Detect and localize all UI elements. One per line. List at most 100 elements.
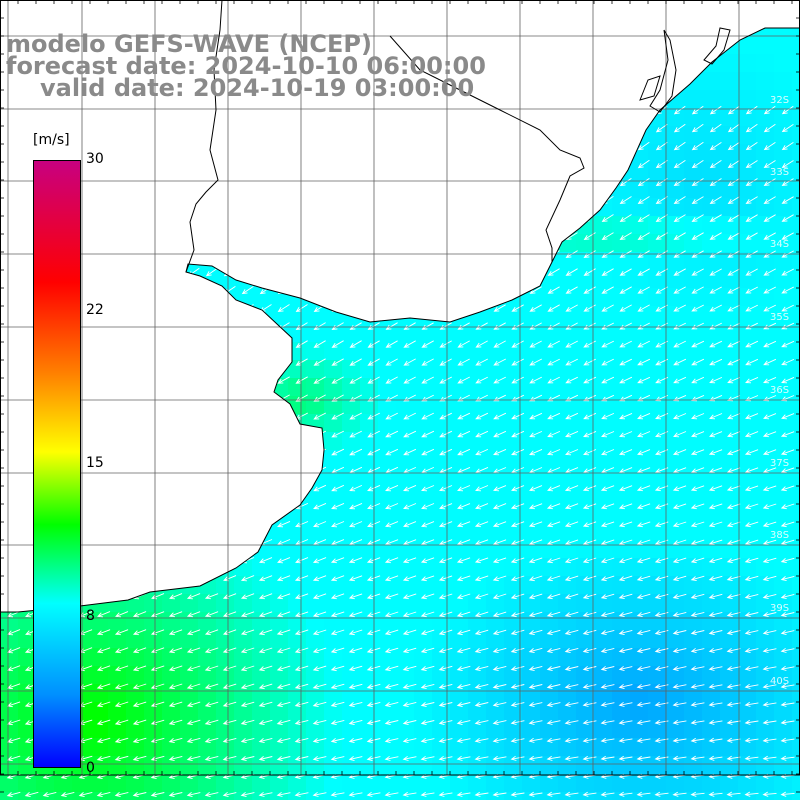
wind-arrow bbox=[7, 484, 20, 492]
wind-arrow bbox=[583, 412, 597, 420]
ocean-cell bbox=[90, 612, 109, 631]
wind-arrow bbox=[492, 593, 507, 600]
ocean-cell bbox=[450, 774, 469, 793]
wind-arrow bbox=[295, 195, 308, 205]
wind-arrow bbox=[348, 611, 363, 618]
ocean-cell bbox=[0, 612, 19, 631]
ocean-cell bbox=[774, 738, 793, 757]
country-border bbox=[389, 35, 585, 262]
ocean-cell bbox=[738, 738, 757, 757]
ocean-cell bbox=[162, 414, 181, 433]
wind-arrow bbox=[277, 430, 291, 438]
ocean-cell bbox=[378, 738, 397, 757]
ocean-cell bbox=[774, 342, 793, 361]
ocean-cell bbox=[630, 72, 649, 91]
wind-arrow bbox=[294, 737, 309, 744]
ocean-cell bbox=[702, 594, 721, 613]
wind-arrow bbox=[672, 575, 687, 582]
wind-arrow bbox=[690, 683, 705, 689]
ocean-cell bbox=[252, 648, 271, 667]
wind-arrow bbox=[349, 268, 362, 277]
ocean-cell bbox=[306, 504, 325, 523]
ocean-cell bbox=[414, 216, 433, 235]
wind-arrow bbox=[169, 267, 182, 277]
ocean-cell bbox=[396, 720, 415, 739]
ocean-cell bbox=[270, 774, 289, 793]
wind-arrow bbox=[600, 683, 615, 690]
wind-arrow bbox=[564, 701, 579, 707]
wind-arrow bbox=[709, 160, 722, 169]
ocean-cell bbox=[216, 522, 235, 541]
wind-arrow bbox=[350, 159, 362, 169]
ocean-cell bbox=[126, 180, 145, 199]
wind-arrow bbox=[312, 755, 327, 762]
ocean-cell bbox=[702, 234, 721, 253]
ocean-cell bbox=[0, 198, 19, 217]
wind-arrow bbox=[636, 485, 651, 492]
wind-arrow bbox=[637, 431, 651, 438]
wind-arrow bbox=[403, 484, 417, 492]
wind-arrow bbox=[727, 214, 740, 222]
ocean-cell bbox=[684, 252, 703, 271]
wind-arrow bbox=[726, 575, 741, 582]
wind-arrow bbox=[529, 268, 542, 276]
wind-arrow bbox=[763, 268, 776, 276]
wind-arrow bbox=[349, 448, 363, 456]
ocean-cell bbox=[792, 252, 800, 271]
ocean-cell bbox=[252, 432, 271, 451]
ocean-cell bbox=[522, 522, 541, 541]
ocean-cell bbox=[612, 126, 631, 145]
wind-arrow bbox=[457, 268, 470, 276]
ocean-cell bbox=[396, 324, 415, 343]
wind-arrow bbox=[673, 322, 687, 330]
ocean-cell bbox=[612, 792, 631, 800]
ocean-cell bbox=[108, 576, 127, 595]
wind-arrow bbox=[331, 177, 344, 187]
ocean-cell bbox=[756, 774, 775, 793]
ocean-cell bbox=[162, 630, 181, 649]
wind-arrow bbox=[727, 358, 741, 366]
ocean-cell bbox=[306, 756, 325, 775]
wind-arrow bbox=[97, 322, 110, 331]
ocean-cell bbox=[576, 558, 595, 577]
wind-arrow bbox=[421, 159, 434, 169]
wind-arrow bbox=[420, 719, 435, 726]
wind-arrow bbox=[439, 177, 452, 187]
wind-arrow bbox=[565, 430, 579, 438]
wind-arrow bbox=[403, 213, 416, 223]
wind-arrow bbox=[222, 683, 237, 690]
wind-arrow bbox=[403, 195, 416, 205]
wind-arrow bbox=[439, 159, 452, 169]
ocean-cell bbox=[360, 198, 379, 217]
ocean-cell bbox=[468, 324, 487, 343]
wind-arrow bbox=[547, 358, 561, 366]
ocean-cell bbox=[720, 522, 739, 541]
wind-arrow bbox=[97, 574, 111, 582]
wind-arrow bbox=[186, 647, 201, 654]
ocean-cell bbox=[522, 756, 541, 775]
wind-arrow bbox=[439, 376, 453, 384]
colorbar-tick-30: 30 bbox=[86, 151, 104, 167]
wind-arrow bbox=[690, 611, 705, 618]
wind-arrow bbox=[331, 412, 345, 420]
wind-arrow bbox=[618, 701, 633, 707]
wind-arrow bbox=[511, 304, 524, 312]
wind-arrow bbox=[690, 647, 705, 654]
ocean-cell bbox=[324, 702, 343, 721]
wind-arrow bbox=[224, 159, 236, 169]
ocean-cell bbox=[630, 612, 649, 631]
wind-arrow bbox=[277, 557, 291, 564]
wind-arrow bbox=[474, 575, 489, 582]
ocean-cell bbox=[216, 738, 235, 757]
ocean-cell bbox=[702, 28, 721, 37]
ocean-cell bbox=[396, 28, 415, 37]
wind-arrow bbox=[511, 141, 524, 151]
ocean-cell bbox=[576, 432, 595, 451]
lagoon-outline bbox=[703, 27, 731, 65]
ocean-cell bbox=[180, 648, 199, 667]
ocean-cell bbox=[630, 324, 649, 343]
wind-arrow bbox=[672, 467, 687, 474]
ocean-cell bbox=[90, 558, 109, 577]
wind-arrow bbox=[493, 159, 506, 169]
ocean-cell bbox=[774, 306, 793, 325]
